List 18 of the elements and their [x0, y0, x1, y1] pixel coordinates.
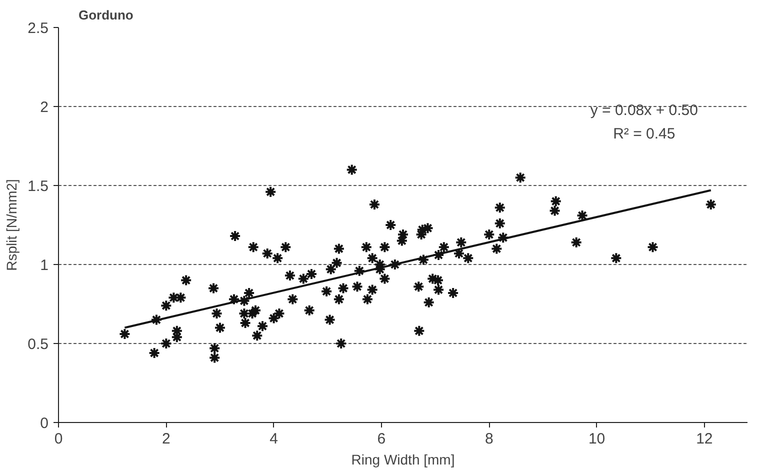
x-tick-label: 6 [377, 430, 386, 448]
annotation: R² = 0.45 [613, 126, 676, 143]
x-tick-label: 12 [696, 430, 713, 448]
y-tick-label: 1.5 [28, 178, 49, 195]
x-axis-title: Ring Width [mm] [351, 452, 455, 468]
y-axis-title: Rsplit [N/mm2] [4, 179, 20, 271]
y-tick-label: 2.5 [28, 20, 49, 37]
y-tick-label: 2 [40, 99, 48, 116]
x-tick-label: 2 [162, 430, 170, 448]
y-tick-label: 1 [40, 257, 48, 274]
x-tick-label: 10 [588, 430, 606, 448]
annotation: y = 0.08x + 0.50 [590, 102, 698, 119]
x-tick-label: 8 [484, 430, 494, 448]
x-tick-label: 0 [54, 430, 63, 448]
x-tick-label: 4 [270, 430, 278, 448]
y-tick-label: 0 [40, 415, 48, 432]
y-tick-label: 0.5 [28, 336, 49, 353]
chart-title: Gorduno [78, 8, 134, 22]
